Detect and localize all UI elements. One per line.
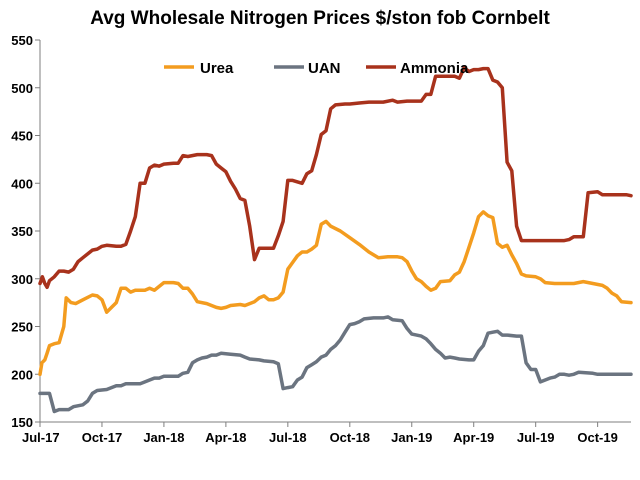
x-tick-label: Jan-19 — [391, 430, 432, 445]
series-line-ammonia — [38, 65, 633, 290]
legend-label-ammonia: Ammonia — [400, 60, 469, 77]
series-line-urea — [38, 210, 633, 377]
y-tick-label: 550 — [11, 33, 33, 48]
y-tick-label: 250 — [11, 320, 33, 335]
x-tick-label: Oct-18 — [330, 430, 370, 445]
chart-title: Avg Wholesale Nitrogen Prices $/ston fob… — [90, 8, 550, 29]
y-tick-label: 400 — [11, 176, 33, 191]
y-tick-label: 450 — [11, 129, 33, 144]
x-tick-label: Jul-19 — [517, 430, 555, 445]
x-tick-label: Apr-18 — [205, 430, 246, 445]
x-tick-label: Oct-17 — [82, 430, 122, 445]
legend-label-urea: Urea — [200, 60, 234, 77]
x-tick-label: Jul-17 — [22, 430, 60, 445]
x-tick-label: Jul-18 — [269, 430, 307, 445]
y-tick-label: 200 — [11, 367, 33, 382]
y-tick-label: 150 — [11, 415, 33, 430]
y-tick-label: 300 — [11, 272, 33, 287]
x-tick-label: Oct-19 — [577, 430, 617, 445]
y-tick-label: 500 — [11, 81, 33, 96]
x-tick-label: Apr-19 — [453, 430, 494, 445]
legend-label-uan: UAN — [308, 60, 341, 77]
y-tick-label: 350 — [11, 224, 33, 239]
series-line-uan — [38, 315, 633, 414]
x-tick-label: Jan-18 — [143, 430, 184, 445]
